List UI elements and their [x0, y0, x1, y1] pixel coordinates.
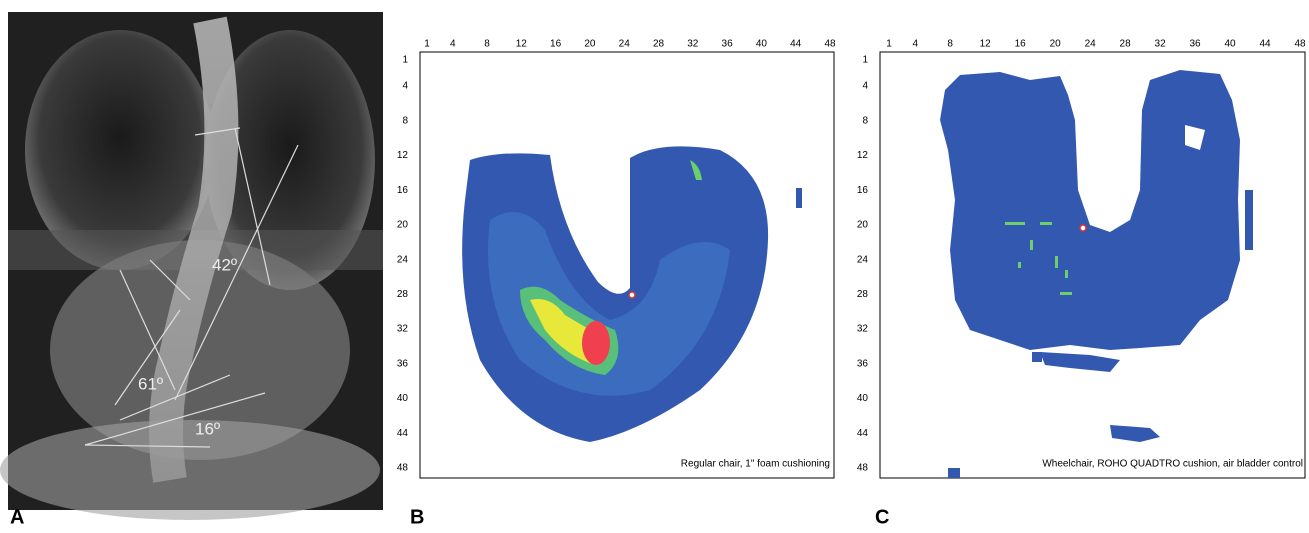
y-tick-label: 16: [857, 185, 869, 196]
y-tick-label: 36: [857, 358, 869, 369]
y-tick-label: 20: [857, 220, 869, 231]
x-tick-label: 16: [550, 39, 562, 50]
y-tick-label: 36: [397, 358, 409, 369]
y-tick-label: 44: [857, 428, 869, 439]
x-tick-label: 4: [912, 39, 918, 50]
x-tick-label: 1: [424, 39, 430, 50]
y-tick-label: 12: [397, 150, 409, 161]
y-tick-label: 44: [397, 428, 409, 439]
x-tick-label: 40: [756, 39, 768, 50]
y-tick-label: 28: [397, 289, 409, 300]
x-tick-label: 36: [1190, 39, 1202, 50]
pressure-hotspots: [1005, 222, 1072, 295]
y-tick-label: 12: [857, 150, 869, 161]
y-tick-label: 48: [857, 463, 869, 474]
caption: Wheelchair, ROHO QUADTRO cushion, air bl…: [1042, 459, 1303, 470]
y-tick-label: 48: [397, 463, 409, 474]
x-tick-label: 44: [790, 39, 802, 50]
x-tick-label: 28: [1120, 39, 1132, 50]
x-tick-label: 24: [1085, 39, 1097, 50]
x-tick-label: 20: [584, 39, 596, 50]
y-tick-label: 1: [862, 55, 868, 66]
y-tick-label: 4: [402, 81, 408, 92]
x-tick-label: 40: [1224, 39, 1236, 50]
panel-label: B: [410, 506, 424, 528]
y-tick-label: 8: [402, 115, 408, 126]
y-tick-label: 28: [857, 289, 869, 300]
panel-label: A: [10, 506, 24, 528]
x-tick-label: 1: [886, 39, 892, 50]
angle-label: 16º: [195, 419, 220, 438]
y-tick-label: 4: [862, 81, 868, 92]
x-tick-label: 36: [722, 39, 734, 50]
x-tick-label: 32: [687, 39, 699, 50]
y-tick-label: 24: [857, 254, 869, 265]
x-tick-label: 12: [516, 39, 528, 50]
caption: Regular chair, 1" foam cushioning: [681, 459, 830, 470]
y-tick-label: 32: [397, 324, 409, 335]
pressure-map: [462, 146, 802, 442]
y-tick-label: 24: [397, 254, 409, 265]
y-tick-label: 20: [397, 220, 409, 231]
pressure-map: [940, 70, 1253, 478]
x-tick-label: 24: [619, 39, 631, 50]
y-tick-label: 40: [397, 393, 409, 404]
x-tick-label: 28: [653, 39, 665, 50]
x-tick-label: 12: [980, 39, 992, 50]
y-tick-label: 40: [857, 393, 869, 404]
xray: 42º 61º 16º: [0, 12, 383, 520]
x-tick-label: 4: [450, 39, 456, 50]
x-tick-label: 48: [1294, 39, 1306, 50]
y-tick-label: 16: [397, 185, 409, 196]
y-tick-label: 32: [857, 324, 869, 335]
x-tick-label: 8: [947, 39, 953, 50]
y-tick-label: 8: [862, 115, 868, 126]
x-tick-label: 16: [1015, 39, 1027, 50]
x-tick-label: 44: [1259, 39, 1271, 50]
angle-label: 42º: [212, 255, 237, 274]
x-tick-label: 20: [1050, 39, 1062, 50]
x-tick-label: 48: [824, 39, 836, 50]
y-tick-label: 1: [402, 55, 408, 66]
x-tick-label: 8: [484, 39, 490, 50]
panel-label: C: [875, 506, 889, 528]
angle-label: 61º: [138, 374, 163, 393]
x-tick-label: 32: [1155, 39, 1167, 50]
